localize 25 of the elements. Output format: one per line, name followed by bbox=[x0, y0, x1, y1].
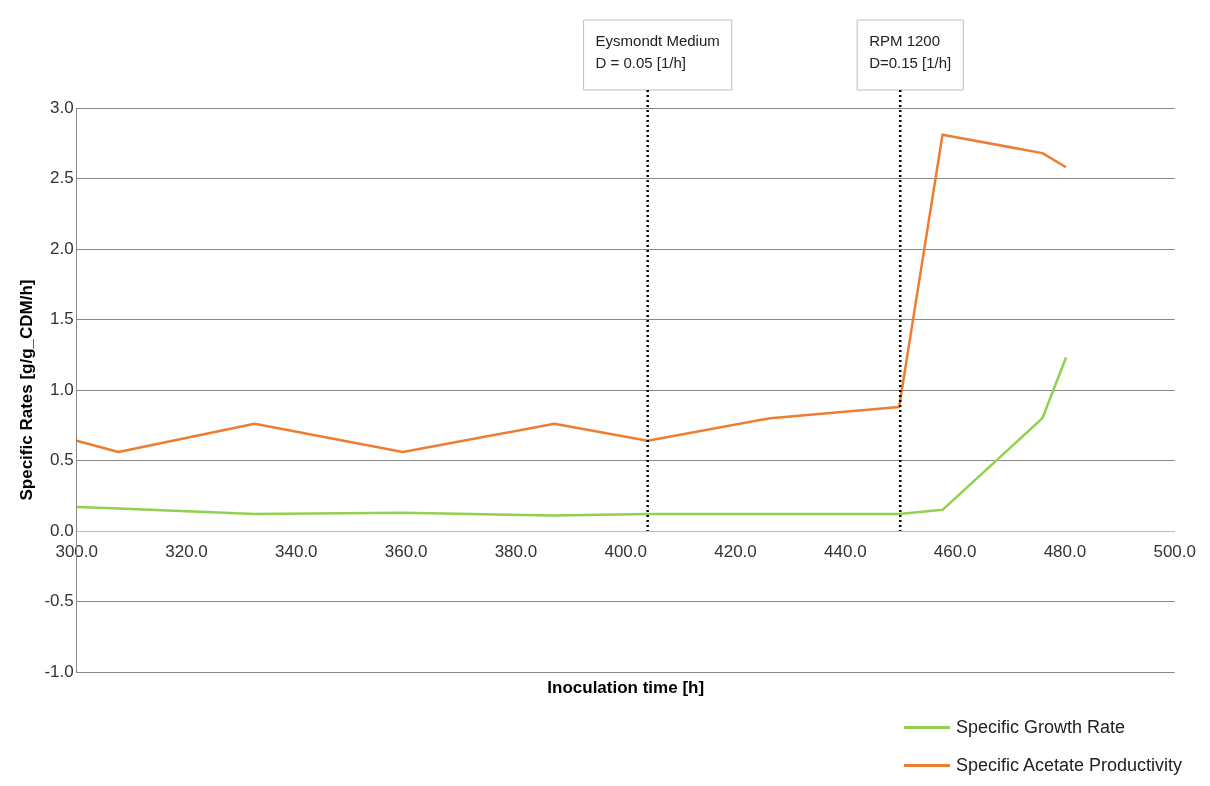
x-tick-label: 500.0 bbox=[1153, 541, 1196, 561]
y-tick-label: -1.0 bbox=[44, 661, 74, 681]
y-tick-label: 2.5 bbox=[50, 168, 74, 188]
x-tick-label: 420.0 bbox=[714, 541, 757, 561]
y-tick-label: 1.0 bbox=[50, 379, 74, 399]
x-tick-label: 400.0 bbox=[604, 541, 647, 561]
x-tick-label: 440.0 bbox=[824, 541, 867, 561]
y-tick-label: 3.0 bbox=[50, 97, 74, 117]
x-tick-label: 460.0 bbox=[933, 541, 977, 561]
y-tick-label: 1.5 bbox=[50, 309, 74, 329]
legend-label: Specific Growth Rate bbox=[955, 716, 1125, 738]
legend-label: Specific Acetate Productivity bbox=[955, 754, 1182, 776]
text: Eysmondt Medium D = 0.05 [1/h] bbox=[595, 31, 720, 71]
y-tick-label: 0.5 bbox=[50, 450, 74, 470]
y-axis-title: Specific Rates [g/g_CDM/h] bbox=[16, 279, 36, 501]
x-tick-label: 360.0 bbox=[384, 541, 428, 561]
x-tick-label: 380.0 bbox=[494, 541, 538, 561]
text: RPM 1200 D=0.15 [1/h] bbox=[869, 31, 952, 71]
y-tick-label: -0.5 bbox=[44, 591, 74, 611]
x-tick-label: 480.0 bbox=[1043, 541, 1087, 561]
y-tick-label: 0.0 bbox=[50, 520, 74, 540]
x-tick-label: 320.0 bbox=[165, 541, 208, 561]
y-tick-label: 2.0 bbox=[50, 238, 74, 258]
x-axis-title: Inoculation time [h] bbox=[547, 678, 705, 698]
x-tick-label: 340.0 bbox=[275, 541, 318, 561]
